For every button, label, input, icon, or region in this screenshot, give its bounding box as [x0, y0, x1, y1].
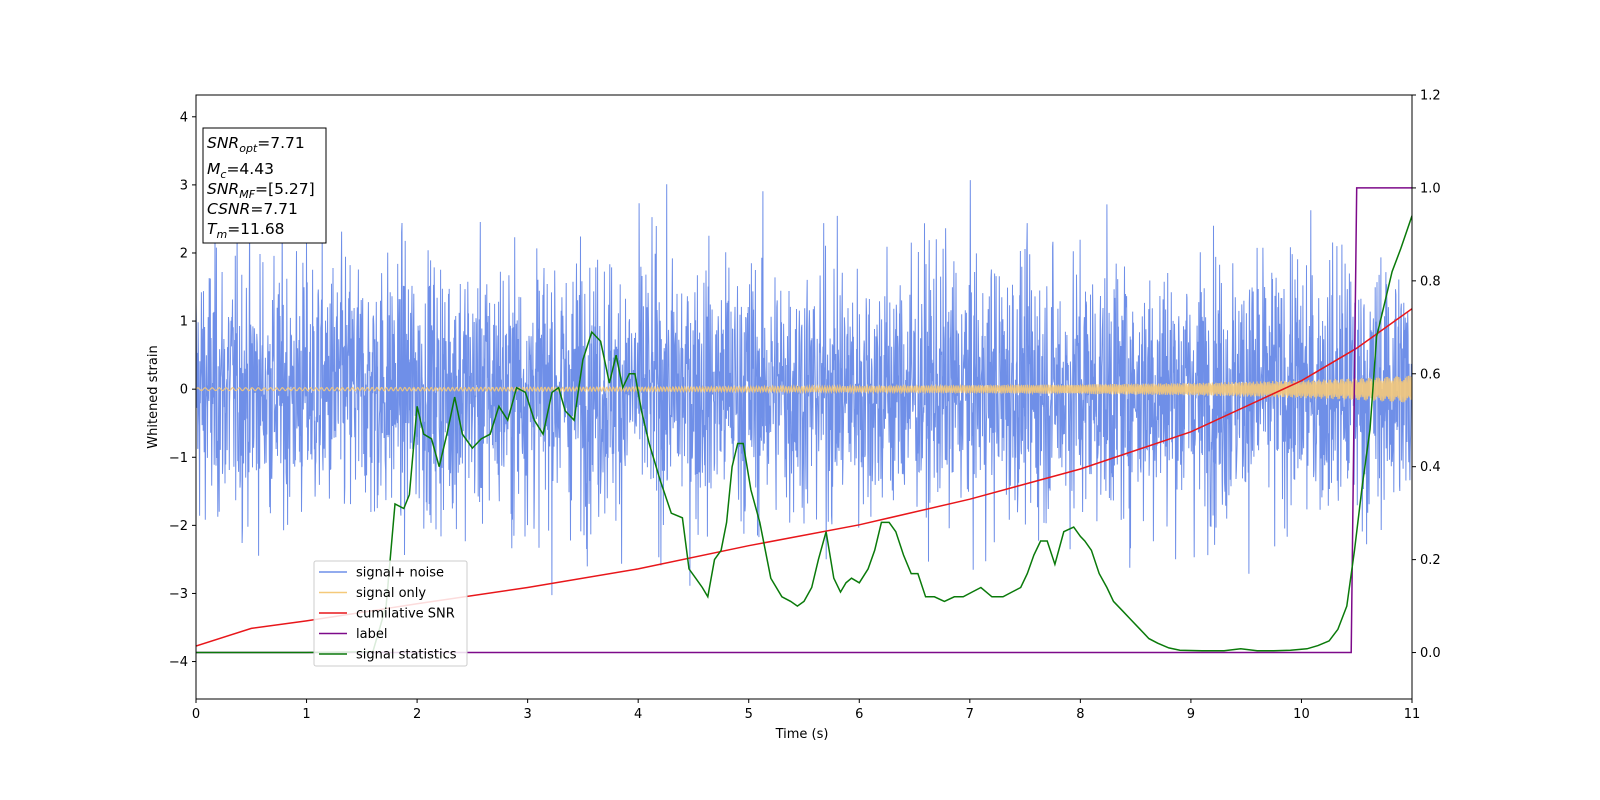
y-tick-label: 4	[180, 110, 188, 125]
series-signal-noise-line	[196, 180, 1412, 596]
legend-entry-label: signal+ noise	[356, 566, 444, 581]
legend-frame	[313, 560, 468, 667]
y2-axis-ticks: 0.0 0.2 0.4 0.6 0.8 1.0 1.2	[1412, 89, 1441, 661]
x-tick-label: 4	[634, 707, 642, 722]
y2-tick-label: 0.8	[1420, 274, 1441, 289]
x-tick-label: 7	[966, 707, 974, 722]
legend-entry-label: signal only	[356, 586, 426, 601]
y-tick-label: 0	[180, 383, 188, 398]
y-tick-label: 1	[180, 315, 188, 330]
y-axis-label: Whitened strain	[146, 345, 161, 448]
annotation-frame	[202, 127, 327, 244]
x-tick-label: 6	[855, 707, 863, 722]
y-tick-label: −3	[169, 587, 188, 602]
legend-entry-label: label	[356, 627, 387, 642]
x-axis-label: Time (s)	[775, 727, 829, 742]
x-tick-label: 1	[302, 707, 310, 722]
y2-tick-label: 0.6	[1420, 367, 1441, 382]
x-tick-label: 8	[1076, 707, 1084, 722]
y-tick-label: −1	[169, 451, 188, 466]
series-label-line	[196, 187, 1412, 654]
annotation-line: Mc=4.43	[207, 160, 274, 181]
x-tick-label: 2	[413, 707, 421, 722]
y2-tick-label: 0.2	[1420, 553, 1441, 568]
y2-tick-label: 0.0	[1420, 646, 1441, 661]
x-tick-label: 9	[1187, 707, 1195, 722]
x-axis-ticks: 0 1 2 3 4 5 6 7 8 9 10 11	[192, 699, 1420, 722]
legend: signal+ noise signal only cumilative SNR la…	[313, 560, 468, 667]
x-tick-label: 3	[523, 707, 531, 722]
y2-tick-label: 0.4	[1420, 460, 1441, 475]
x-tick-label: 10	[1293, 707, 1310, 722]
x-tick-label: 11	[1404, 707, 1421, 722]
legend-entry-label: signal statistics	[356, 648, 457, 663]
plot-frame	[195, 94, 1413, 700]
annotation-line: SNRMF=[5.27]	[207, 180, 315, 201]
series-signal-statistics-line	[196, 215, 1412, 654]
y-tick-label: 2	[180, 246, 188, 261]
y-tick-label: −4	[169, 655, 188, 670]
y2-tick-label: 1.0	[1420, 181, 1441, 196]
legend-entry-label: cumilative SNR	[356, 607, 455, 622]
annotation-line: CSNR=7.71	[207, 200, 298, 218]
x-tick-label: 5	[745, 707, 753, 722]
series-signal-only-line	[196, 375, 1412, 403]
x-tick-label: 0	[192, 707, 200, 722]
y-axis-ticks: −4 −3 −2 −1 0 1 2 3 4	[169, 110, 196, 670]
y-tick-label: −2	[169, 519, 188, 534]
annotation-line: Tm=11.68	[207, 220, 285, 241]
annotation-line: SNRopt=7.71	[207, 134, 305, 155]
y-tick-label: 3	[180, 178, 188, 193]
y2-tick-label: 1.2	[1420, 89, 1441, 104]
